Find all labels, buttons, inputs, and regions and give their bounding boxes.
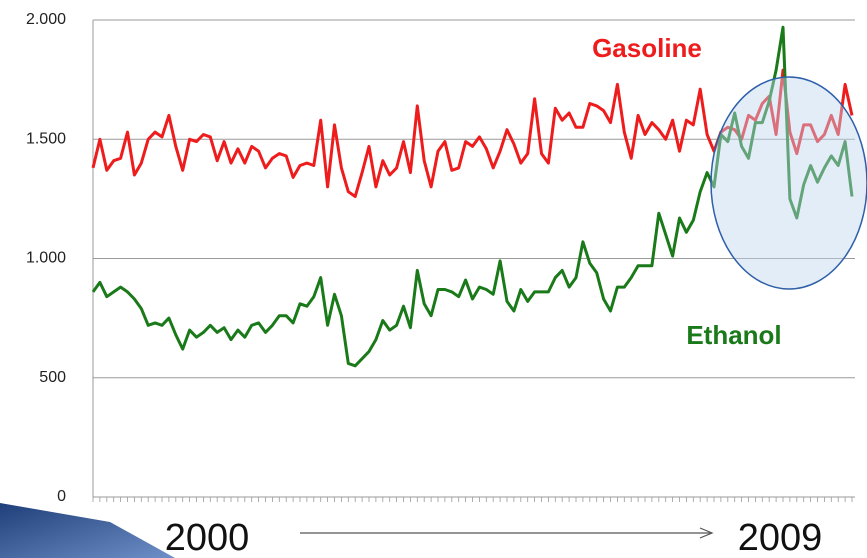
y-tick-label: 1.500 [26,130,66,147]
highlight-circle [710,76,867,290]
arrow-head [699,527,714,539]
x-start-label: 2000 [165,517,250,558]
decoration [0,503,175,558]
line-series [91,68,854,198]
series-label: Ethanol [686,320,781,350]
line-series [91,25,854,368]
y-tick-label: 2.000 [26,11,66,28]
y-tick-label: 500 [39,369,66,386]
x-end-label: 2009 [738,517,823,558]
y-tick-label: 1.000 [26,250,66,267]
series-label: Gasoline [592,33,702,63]
y-tick-label: 0 [57,488,66,505]
